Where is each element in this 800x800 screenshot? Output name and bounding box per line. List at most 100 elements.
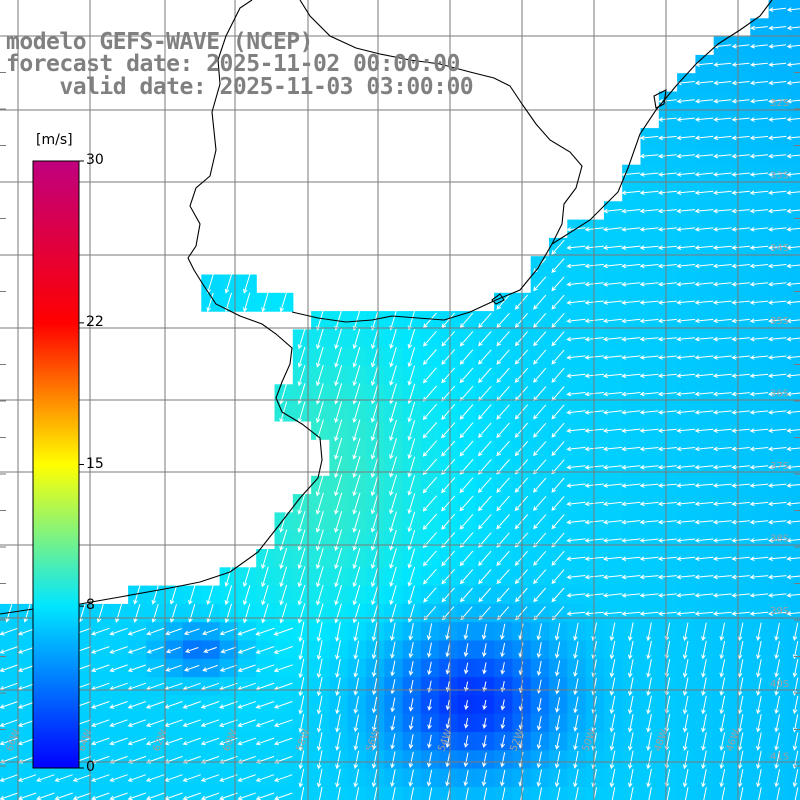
wind-arrow (261, 292, 269, 313)
wind-arrow (423, 587, 437, 603)
wind-arrow (584, 355, 604, 360)
wind-arrow (749, 281, 769, 287)
wind-cell (146, 786, 166, 800)
wind-arrow (609, 750, 616, 770)
wind-arrow (533, 404, 547, 420)
wind-arrow (463, 623, 469, 640)
wind-arrow (482, 735, 487, 749)
wind-arrow (477, 495, 492, 512)
wind-arrow (371, 640, 378, 660)
wind-arrow (621, 245, 641, 250)
wind-cell (0, 786, 19, 800)
wind-arrow (609, 695, 616, 715)
wind-arrow (676, 135, 696, 141)
wind-arrow (731, 190, 750, 196)
wind-arrow (352, 328, 361, 350)
wind-arrow (737, 640, 744, 660)
wind-arrow (335, 714, 341, 733)
wind-arrow (91, 646, 110, 654)
wind-arrow (712, 409, 732, 415)
colorbar-gradient (32, 160, 80, 769)
wind-arrow (279, 511, 288, 533)
wind-arrow (749, 135, 769, 141)
wind-arrow (538, 787, 543, 800)
wind-arrow (127, 646, 146, 654)
wind-arrow (533, 532, 547, 548)
wind-arrow (566, 556, 586, 562)
wind-arrow (639, 190, 659, 196)
wind-arrow (300, 787, 305, 800)
wind-arrow (496, 587, 510, 603)
wind-arrow (390, 641, 396, 659)
wind-arrow (621, 336, 641, 342)
wind-arrow (255, 737, 275, 746)
wind-arrow (719, 732, 726, 751)
wind-arrow (609, 714, 616, 733)
wind-arrow (463, 770, 469, 787)
wind-arrow (621, 428, 641, 433)
wind-arrow (203, 646, 217, 653)
wind-arrow (621, 446, 641, 452)
wind-arrow (410, 787, 414, 800)
wind-arrow (482, 681, 487, 693)
wind-arrow (602, 574, 623, 580)
wind-arrow (602, 373, 623, 379)
wind-arrow (749, 117, 769, 122)
colorbar-tick-label: 15 (86, 455, 104, 472)
wind-arrow (370, 419, 379, 442)
wind-arrow (554, 733, 561, 750)
wind-arrow (621, 592, 641, 598)
wind-arrow (639, 556, 659, 562)
wind-arrow (500, 717, 506, 730)
wind-arrow (737, 732, 744, 751)
latitude-label: 35S (770, 316, 789, 327)
wind-arrow (768, 62, 787, 67)
wind-arrow (566, 318, 586, 324)
wind-arrow (182, 719, 201, 727)
wind-arrow (676, 409, 696, 415)
wind-arrow (768, 172, 787, 177)
wind-arrow (533, 587, 547, 603)
wind-arrow (682, 640, 689, 660)
wind-arrow (630, 787, 634, 800)
wind-arrow (682, 622, 689, 642)
wind-arrow (584, 446, 604, 452)
wind-arrow (786, 7, 800, 12)
wind-arrow (646, 750, 652, 770)
wind-arrow (334, 419, 343, 442)
wind-arrow (749, 190, 769, 196)
wind-arrow (219, 628, 238, 636)
wind-arrow (533, 569, 547, 585)
wind-arrow (496, 514, 510, 530)
wind-arrow (584, 336, 604, 342)
wind-arrow (422, 367, 437, 384)
wind-arrow (694, 263, 714, 269)
wind-arrow (335, 695, 341, 715)
wind-arrow (316, 658, 323, 679)
wind-arrow (371, 678, 378, 696)
wind-arrow (703, 787, 707, 800)
wind-arrow (445, 735, 451, 749)
wind-arrow (407, 365, 416, 386)
wind-arrow (621, 464, 641, 470)
wind-arrow (694, 446, 714, 452)
wind-arrow (334, 529, 343, 552)
wind-arrow (555, 678, 561, 695)
wind-arrow (731, 373, 750, 379)
wind-arrow (482, 643, 487, 658)
wind-arrow (749, 592, 769, 598)
wind-arrow (676, 300, 696, 305)
wind-arrow (353, 622, 360, 642)
wind-arrow (666, 787, 671, 800)
wind-arrow (422, 495, 438, 512)
wind-arrow (370, 456, 379, 478)
wind-arrow (0, 774, 18, 782)
wind-arrow (477, 459, 492, 475)
wind-arrow (694, 300, 714, 305)
wind-arrow (768, 409, 787, 415)
wind-arrow (298, 750, 305, 770)
wind-arrow (206, 603, 214, 623)
wind-arrow (657, 263, 677, 269)
